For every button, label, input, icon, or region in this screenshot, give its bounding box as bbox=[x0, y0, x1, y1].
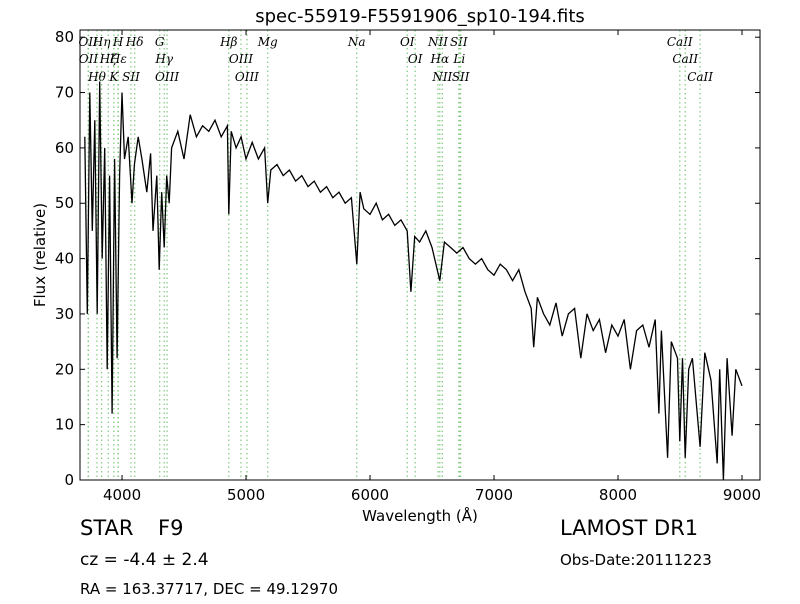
line-marker-label: OIII bbox=[229, 52, 253, 66]
y-tick-label: 40 bbox=[55, 250, 74, 268]
x-tick-label: 8000 bbox=[599, 486, 637, 504]
y-axis-label: Flux (relative) bbox=[31, 203, 49, 307]
line-marker-label: OII bbox=[79, 52, 99, 66]
line-marker-label: CaII bbox=[667, 35, 693, 49]
line-marker-label: CaII bbox=[672, 52, 698, 66]
line-marker-label: SII bbox=[122, 70, 140, 84]
line-marker-label: Na bbox=[347, 35, 366, 49]
line-marker-label: Hε bbox=[109, 52, 127, 66]
line-marker-label: Hγ bbox=[154, 52, 173, 66]
spectrum-line bbox=[84, 81, 743, 481]
line-marker-label: Hη bbox=[92, 35, 111, 49]
chart-title: spec-55919-F5591906_sp10-194.fits bbox=[255, 6, 585, 27]
redshift: cz = -4.4 ± 2.4 bbox=[80, 550, 209, 570]
line-marker-label: G bbox=[155, 35, 165, 49]
line-marker-label: Li bbox=[452, 52, 465, 66]
object-subclass: F9 bbox=[158, 516, 183, 540]
line-marker-label: K bbox=[108, 70, 119, 84]
plot-frame bbox=[79, 29, 761, 481]
y-tick-label: 0 bbox=[64, 471, 74, 489]
x-tick-label: 7000 bbox=[475, 486, 513, 504]
line-marker-label: H bbox=[112, 35, 124, 49]
line-marker-label: OIII bbox=[155, 70, 179, 84]
x-tick-label: 5000 bbox=[227, 486, 265, 504]
line-marker-label: NII bbox=[427, 35, 448, 49]
x-tick-label: 9000 bbox=[723, 486, 761, 504]
line-marker-label: Hθ bbox=[87, 70, 106, 84]
line-marker-label: OII bbox=[79, 35, 99, 49]
line-marker-label: SII bbox=[450, 35, 468, 49]
object-class: STAR bbox=[80, 516, 133, 540]
y-tick-label: 80 bbox=[55, 28, 74, 46]
y-tick-label: 20 bbox=[55, 360, 74, 378]
y-tick-label: 70 bbox=[55, 84, 74, 102]
line-marker-label: OI bbox=[400, 35, 415, 49]
line-marker-label: Hα bbox=[430, 52, 450, 66]
line-marker-label: OI bbox=[408, 52, 423, 66]
y-tick-label: 50 bbox=[55, 194, 74, 212]
coordinates: RA = 163.37717, DEC = 49.12970 bbox=[80, 580, 338, 598]
line-marker-label: OIII bbox=[235, 70, 259, 84]
line-marker-label: Hδ bbox=[125, 35, 144, 49]
x-tick-label: 6000 bbox=[351, 486, 389, 504]
y-tick-label: 30 bbox=[55, 305, 74, 323]
obs-date: Obs-Date:20111223 bbox=[560, 551, 712, 569]
x-axis-label: Wavelength (Å) bbox=[362, 506, 478, 525]
line-marker-label: Mg bbox=[257, 35, 278, 49]
line-marker-label: SII bbox=[452, 70, 470, 84]
y-tick-label: 60 bbox=[55, 139, 74, 157]
line-marker-label: Hβ bbox=[219, 35, 237, 49]
x-tick-label: 4000 bbox=[103, 486, 141, 504]
y-tick-label: 10 bbox=[55, 416, 74, 434]
line-marker-label: NII bbox=[431, 70, 452, 84]
line-marker-label: CaII bbox=[687, 70, 713, 84]
data-source: LAMOST DR1 bbox=[560, 516, 698, 540]
